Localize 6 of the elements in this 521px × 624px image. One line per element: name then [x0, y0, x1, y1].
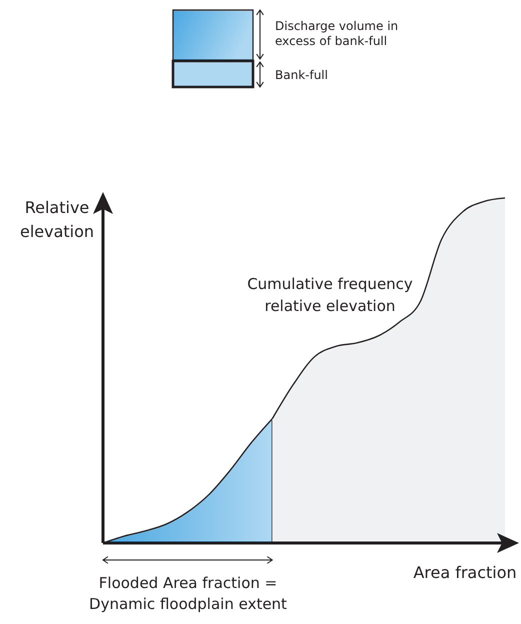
x-axis-title: Area fraction [413, 563, 517, 582]
annotation: Cumulative frequency relative elevation [247, 275, 413, 315]
text: Bank-full [275, 68, 328, 82]
text: Flooded Area fraction = Dynamic floodplain extent [89, 574, 288, 613]
y-axis-title: Relative elevation [20, 198, 94, 241]
text: Discharge volume in excess of bank-full [275, 19, 398, 48]
